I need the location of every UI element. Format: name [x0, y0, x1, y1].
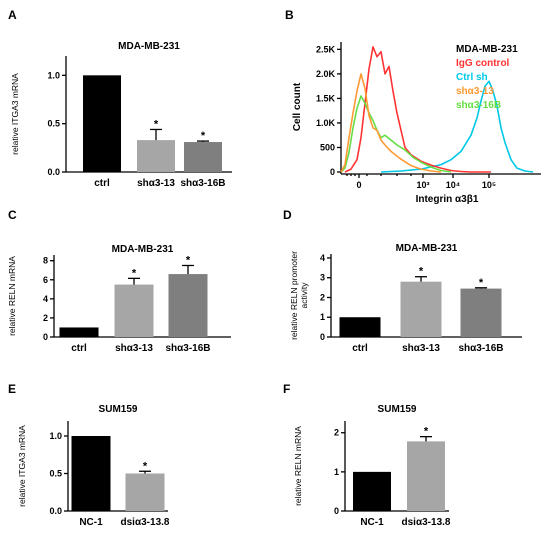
y-tick-label: 0 — [334, 506, 339, 516]
panel-letter: E — [8, 382, 16, 396]
y-axis-label: Cell count — [292, 82, 303, 131]
significance-star: * — [479, 277, 484, 289]
legend-entry: shα3-16B — [456, 100, 501, 111]
category-label: shα3-16B — [180, 178, 225, 189]
y-tick-label: 0.0 — [49, 506, 62, 516]
bar — [184, 142, 222, 172]
category-label: shα3-13 — [115, 343, 153, 354]
bar — [125, 473, 165, 511]
bar — [168, 274, 208, 337]
y-tick-label: 0 — [330, 167, 335, 177]
panel-title: SUM159 — [99, 404, 138, 415]
series-line — [340, 73, 442, 173]
panel-d: D MDA-MB-231 0 1 2 3 4 relative RELN promoter ac… — [283, 208, 522, 354]
y-tick-label: 1 — [320, 312, 325, 322]
x-tick-label: 10³ — [416, 180, 429, 190]
panel-f: F SUM159 0 1 2 relative RELN mRNA NC-1 * dsiα3-1… — [283, 382, 451, 528]
panel-title: SUM159 — [378, 404, 417, 415]
panel-a: A MDA-MB-231 0.0 0.5 1.0 relative ITGA3 mRNA c… — [8, 8, 232, 189]
category-label: dsiα3-13.8 — [121, 517, 170, 528]
category-label: shα3-13 — [402, 343, 440, 354]
panel-letter: F — [283, 382, 290, 396]
y-tick-label: 1.0 — [49, 431, 62, 441]
panel-letter: B — [285, 8, 294, 22]
y-tick-label: 3 — [320, 273, 325, 283]
y-tick-label: 2 — [334, 428, 339, 438]
bar — [353, 471, 391, 511]
category-label: NC-1 — [360, 517, 384, 528]
y-tick-label: 2 — [43, 313, 48, 323]
bar — [339, 317, 381, 337]
panel-title: MDA-MB-231 — [396, 243, 458, 254]
y-tick-label: 0.5 — [49, 469, 62, 479]
y-axis-label: relative ITGA3 mRNA — [17, 425, 27, 507]
panel-letter: C — [8, 208, 17, 222]
bar — [407, 441, 445, 511]
y-tick-label: 2.0K — [316, 69, 336, 79]
x-tick-label: 10⁵ — [482, 180, 496, 190]
panel-letter: A — [8, 8, 17, 22]
panel-title: MDA-MB-231 — [112, 244, 174, 255]
significance-star: * — [154, 118, 159, 130]
y-tick-label: 4 — [43, 294, 48, 304]
bar — [460, 288, 502, 337]
legend-title: MDA-MB-231 — [456, 44, 518, 55]
significance-star: * — [419, 266, 424, 278]
y-tick-label: 0.5 — [47, 119, 60, 129]
category-label: ctrl — [94, 178, 110, 189]
category-label: shα3-13 — [137, 178, 175, 189]
panel-c: C MDA-MB-231 0 2 4 6 8 relative RELN mRNA ctrl * s… — [7, 208, 231, 354]
y-tick-label: 0 — [43, 332, 48, 342]
category-label: ctrl — [352, 343, 368, 354]
x-tick-label: 10⁴ — [446, 180, 460, 190]
y-axis-label: relative RELN mRNA — [293, 426, 303, 506]
significance-star: * — [424, 426, 429, 438]
y-tick-label: 1.0 — [47, 70, 60, 80]
bar — [71, 436, 111, 511]
y-tick-label: 6 — [43, 275, 48, 285]
category-label: shα3-16B — [165, 343, 210, 354]
y-tick-label: 500 — [320, 142, 335, 152]
bar — [400, 281, 442, 337]
y-tick-label: 4 — [320, 253, 325, 263]
bar — [83, 75, 121, 172]
y-tick-label: 1.0K — [316, 118, 336, 128]
y-axis-label: relative ITGA3 mRNA — [10, 73, 20, 155]
panel-b: B 0 500 1.0K 1.5K 2.0K 2.5K 0 10³ 10⁴ 10⁵Integrin … — [285, 8, 541, 205]
significance-star: * — [186, 254, 191, 266]
category-label: shα3-16B — [458, 343, 503, 354]
significance-star: * — [201, 130, 206, 142]
x-tick-label: 0 — [356, 180, 361, 190]
x-axis-label: Integrin α3β1 — [416, 194, 479, 205]
series-line — [380, 80, 534, 173]
legend-entry: Ctrl sh — [456, 72, 488, 83]
category-label: dsiα3-13.8 — [402, 517, 451, 528]
y-tick-label: 1.5K — [316, 93, 336, 103]
series-line — [344, 46, 491, 173]
panel-e: E SUM159 0.0 0.5 1.0 relative ITGA3 mRNA NC-1 *… — [8, 382, 170, 528]
bar — [114, 284, 154, 337]
legend-entry: shα3-13 — [456, 86, 494, 97]
category-label: ctrl — [71, 343, 87, 354]
significance-star: * — [143, 460, 148, 472]
y-tick-label: 8 — [43, 256, 48, 266]
y-axis-label-line2: activity — [299, 282, 309, 309]
significance-star: * — [132, 267, 137, 279]
panel-letter: D — [283, 208, 292, 222]
category-label: NC-1 — [79, 517, 103, 528]
y-tick-label: 0 — [320, 332, 325, 342]
y-tick-label: 2 — [320, 292, 325, 302]
legend-entry: IgG control — [456, 58, 510, 69]
y-axis-label: relative RELN promoter — [289, 251, 299, 340]
bar — [137, 140, 175, 172]
y-tick-label: 0.0 — [47, 167, 60, 177]
y-axis-label: relative RELN mRNA — [7, 256, 17, 336]
y-tick-label: 2.5K — [316, 44, 336, 54]
y-tick-label: 1 — [334, 467, 339, 477]
panel-title: MDA-MB-231 — [118, 41, 180, 52]
bar — [59, 327, 99, 337]
